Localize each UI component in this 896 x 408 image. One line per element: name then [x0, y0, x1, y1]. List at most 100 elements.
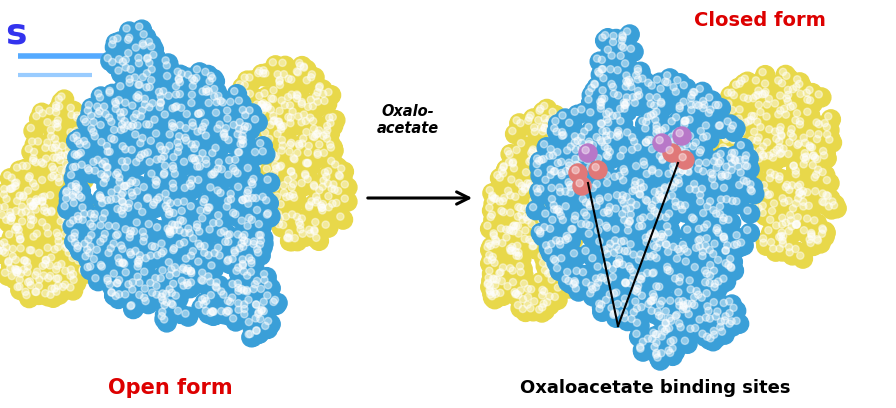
- Circle shape: [632, 298, 639, 305]
- Circle shape: [138, 151, 145, 158]
- Circle shape: [132, 51, 151, 70]
- Circle shape: [760, 143, 767, 150]
- Circle shape: [257, 237, 264, 244]
- Circle shape: [246, 74, 253, 81]
- Circle shape: [305, 159, 312, 166]
- Circle shape: [26, 200, 45, 219]
- Circle shape: [740, 224, 760, 243]
- Circle shape: [254, 246, 261, 253]
- Circle shape: [239, 140, 246, 147]
- Circle shape: [634, 65, 642, 72]
- Circle shape: [162, 225, 181, 244]
- Circle shape: [72, 213, 90, 232]
- Circle shape: [606, 80, 625, 100]
- Circle shape: [645, 163, 665, 182]
- Circle shape: [486, 290, 504, 309]
- Circle shape: [41, 227, 60, 246]
- Circle shape: [514, 213, 521, 220]
- Circle shape: [231, 168, 239, 175]
- Circle shape: [638, 276, 645, 283]
- Circle shape: [516, 262, 523, 270]
- Circle shape: [32, 198, 39, 206]
- Circle shape: [6, 209, 13, 216]
- Circle shape: [610, 257, 629, 276]
- Circle shape: [728, 154, 747, 173]
- Circle shape: [567, 210, 586, 228]
- Circle shape: [517, 277, 536, 296]
- Circle shape: [656, 191, 663, 198]
- Circle shape: [552, 257, 559, 264]
- Circle shape: [598, 274, 605, 281]
- Circle shape: [820, 121, 839, 140]
- Circle shape: [101, 52, 120, 71]
- Circle shape: [623, 205, 630, 213]
- Circle shape: [139, 208, 146, 215]
- Circle shape: [19, 285, 38, 304]
- Circle shape: [278, 147, 285, 154]
- Circle shape: [582, 146, 590, 154]
- Circle shape: [603, 200, 622, 220]
- Circle shape: [527, 112, 534, 119]
- Circle shape: [243, 71, 262, 90]
- Circle shape: [610, 90, 617, 98]
- Circle shape: [792, 167, 799, 174]
- Circle shape: [79, 106, 98, 125]
- Circle shape: [697, 146, 704, 153]
- Circle shape: [40, 136, 60, 155]
- Circle shape: [583, 287, 602, 306]
- Circle shape: [485, 274, 492, 282]
- Circle shape: [550, 262, 569, 281]
- Circle shape: [767, 169, 774, 177]
- Circle shape: [572, 169, 590, 188]
- Circle shape: [214, 165, 221, 172]
- Circle shape: [783, 208, 803, 228]
- Circle shape: [228, 123, 236, 131]
- Circle shape: [538, 220, 546, 227]
- Circle shape: [760, 239, 767, 246]
- Circle shape: [787, 159, 806, 178]
- Circle shape: [634, 87, 642, 95]
- Circle shape: [235, 306, 242, 313]
- Circle shape: [792, 117, 799, 124]
- Circle shape: [145, 220, 152, 228]
- Circle shape: [507, 247, 514, 254]
- Circle shape: [108, 41, 116, 48]
- Circle shape: [774, 230, 793, 248]
- Circle shape: [583, 198, 602, 217]
- Circle shape: [40, 204, 47, 211]
- Circle shape: [122, 164, 129, 171]
- Circle shape: [564, 140, 583, 159]
- Circle shape: [772, 141, 792, 160]
- Circle shape: [232, 303, 251, 322]
- Circle shape: [169, 162, 177, 169]
- Circle shape: [486, 189, 504, 208]
- Circle shape: [206, 168, 226, 187]
- Circle shape: [650, 123, 668, 142]
- Circle shape: [177, 217, 184, 224]
- Circle shape: [568, 209, 588, 228]
- Circle shape: [556, 161, 564, 168]
- Circle shape: [59, 157, 78, 176]
- Circle shape: [765, 95, 772, 102]
- Circle shape: [266, 115, 286, 134]
- Circle shape: [315, 127, 323, 134]
- Circle shape: [309, 118, 317, 125]
- Circle shape: [646, 267, 665, 286]
- Circle shape: [0, 213, 19, 232]
- Circle shape: [162, 256, 181, 275]
- Circle shape: [701, 300, 719, 319]
- Circle shape: [676, 248, 684, 255]
- Circle shape: [101, 158, 108, 165]
- Circle shape: [79, 267, 86, 274]
- Circle shape: [288, 91, 295, 98]
- Circle shape: [109, 98, 128, 116]
- Circle shape: [698, 185, 705, 193]
- Circle shape: [640, 158, 647, 165]
- Circle shape: [524, 180, 544, 199]
- Circle shape: [750, 189, 757, 196]
- Circle shape: [258, 319, 278, 338]
- Circle shape: [626, 248, 646, 267]
- Circle shape: [74, 171, 93, 189]
- Circle shape: [112, 98, 119, 106]
- Circle shape: [728, 318, 736, 325]
